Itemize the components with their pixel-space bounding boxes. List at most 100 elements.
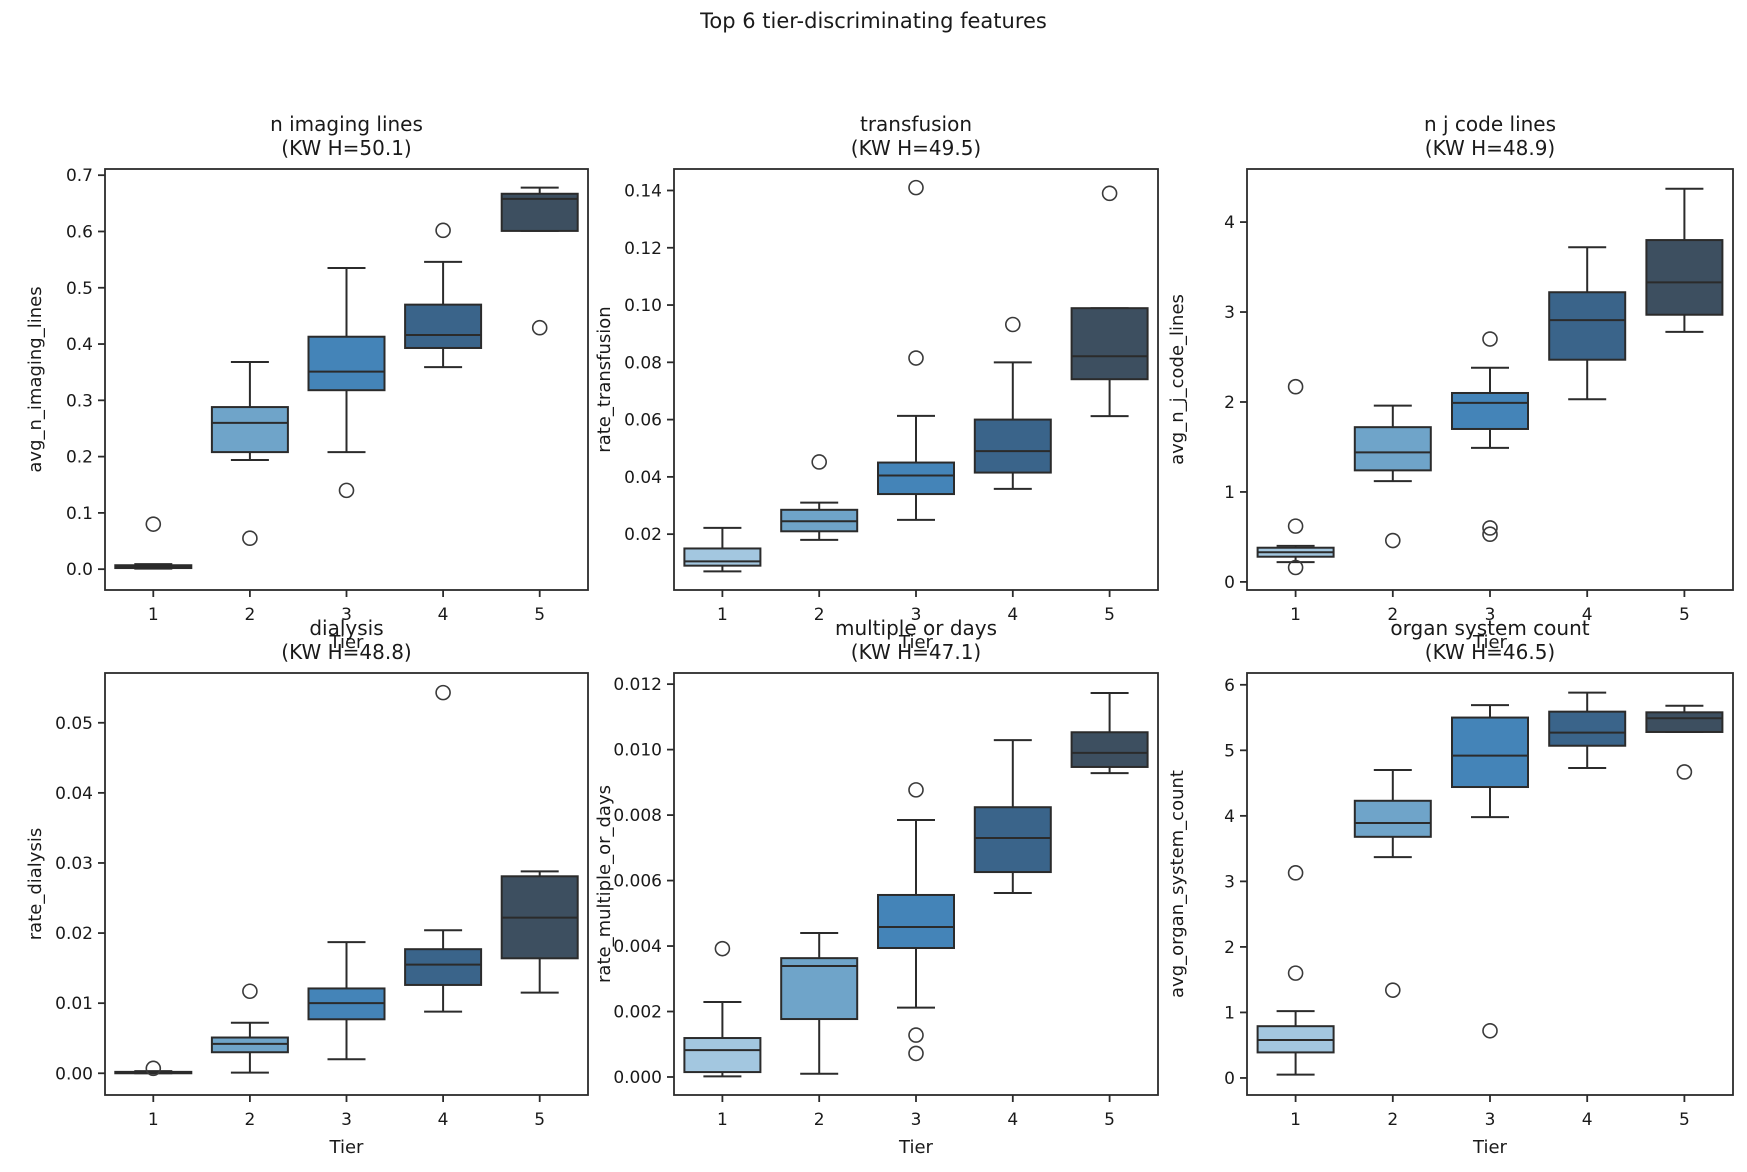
iqr-box [1070, 307, 1149, 381]
y-tick-label: 0.05 [55, 714, 93, 734]
subplot-subtitle: (KW H=47.1) [851, 640, 981, 664]
box-tier-4 [404, 684, 483, 1013]
y-tick-label: 0.012 [613, 675, 662, 695]
x-tick-label: 4 [438, 1110, 449, 1130]
outlier-point [1385, 532, 1401, 549]
y-tick-label: 0.7 [66, 166, 93, 186]
x-tick-label: 5 [534, 605, 545, 625]
y-axis-label: rate_multiple_or_days [594, 785, 615, 983]
x-tick-label: 3 [341, 1110, 352, 1130]
y-tick-label: 4 [1224, 807, 1235, 827]
x-tick-label: 5 [1679, 605, 1690, 625]
box-tier-3 [877, 782, 955, 1062]
box-tier-3 [877, 179, 955, 521]
box-tier-3 [307, 941, 386, 1061]
outlier-point [1287, 965, 1304, 981]
y-tick-label: 0.12 [624, 239, 662, 259]
y-axis-label: rate_dialysis [25, 828, 46, 940]
outlier-point [908, 782, 924, 798]
y-tick-label: 0.02 [55, 924, 93, 944]
x-tick-label: 1 [1290, 605, 1301, 625]
subplot-transfusion: transfusion(KW H=49.5) 0.02 0.04 0.06 0.08 0.… [594, 112, 1159, 653]
outlier-point [908, 350, 924, 366]
outlier-point [811, 454, 828, 470]
y-tick-label: 0.000 [613, 1068, 662, 1088]
y-tick-label: 0.06 [624, 411, 662, 431]
subplot-title: organ system count [1390, 616, 1589, 640]
box-tier-4 [404, 222, 483, 369]
y-tick-label: 0.006 [613, 872, 662, 892]
box-tier-5 [1645, 704, 1724, 780]
box-tier-3 [1451, 704, 1529, 1039]
x-tick-label: 4 [1007, 605, 1018, 625]
box-tier-5 [1070, 185, 1149, 418]
box-tier-1 [683, 526, 762, 573]
x-tick-label: 1 [148, 1110, 159, 1130]
iqr-box [210, 1036, 289, 1054]
x-tick-label: 1 [1290, 1110, 1301, 1130]
box-tier-5 [1645, 187, 1724, 333]
outlier-point [1287, 518, 1304, 534]
y-tick-label: 0.01 [55, 994, 93, 1014]
outlier-point [1385, 982, 1401, 998]
outlier-point [1676, 764, 1693, 780]
outlier-point [242, 983, 258, 1000]
outlier-point [242, 530, 258, 547]
outlier-point [435, 684, 451, 701]
outlier-point [435, 222, 451, 239]
x-axis-label: Tier [898, 632, 934, 653]
outlier-point [1287, 559, 1304, 576]
outlier-point [531, 319, 548, 336]
y-tick-label: 5 [1224, 741, 1235, 761]
x-tick-label: 2 [244, 1110, 255, 1130]
x-tick-label: 1 [717, 1110, 728, 1130]
outlier-point [908, 179, 924, 196]
y-tick-label: 1 [1224, 1003, 1235, 1023]
iqr-box [1451, 391, 1529, 430]
iqr-box [500, 192, 579, 232]
box-tier-5 [500, 870, 579, 994]
y-axis-label: rate_transfusion [594, 306, 615, 452]
subplot-multiple-or-days: multiple or days(KW H=47.1) 0.000 0.002 0.0… [594, 616, 1159, 1158]
subplot-subtitle: (KW H=49.5) [851, 136, 981, 160]
iqr-box [1548, 710, 1627, 747]
iqr-box [404, 948, 483, 986]
box-tier-4 [973, 316, 1052, 490]
iqr-box [1645, 711, 1724, 733]
box-tier-3 [307, 267, 386, 499]
y-tick-label: 0.2 [66, 448, 93, 468]
box-tier-4 [1548, 691, 1627, 770]
y-tick-label: 0.6 [66, 222, 93, 242]
x-tick-label: 5 [1104, 605, 1115, 625]
x-tick-label: 3 [911, 1110, 922, 1130]
subplot-organ-system-count: organ system count(KW H=46.5) 0 1 2 3 4 5 6 1 2 3 4… [1167, 616, 1734, 1158]
x-tick-label: 5 [1679, 1110, 1690, 1130]
y-tick-label: 0.04 [624, 468, 662, 488]
outlier-point [338, 482, 355, 499]
y-tick-label: 0.08 [624, 353, 662, 373]
iqr-box [1070, 731, 1149, 768]
iqr-box [877, 461, 955, 496]
outlier-point [908, 1045, 924, 1062]
y-tick-label: 0.03 [55, 854, 93, 874]
subplot-dialysis: dialysis(KW H=48.8) 0.00 0.01 0.02 0.03 0.04 0… [25, 616, 589, 1158]
box-tier-2 [1353, 768, 1432, 998]
iqr-box [1451, 716, 1529, 789]
y-tick-label: 6 [1224, 676, 1235, 696]
outlier-point [145, 516, 162, 532]
x-tick-label: 1 [148, 605, 159, 625]
y-tick-label: 0.4 [66, 335, 93, 355]
x-tick-label: 5 [534, 1110, 545, 1130]
x-axis-label: Tier [329, 1137, 365, 1158]
x-tick-label: 4 [438, 605, 449, 625]
box-tier-2 [210, 983, 289, 1074]
y-tick-label: 2 [1224, 938, 1235, 958]
x-tick-label: 3 [341, 605, 352, 625]
outlier-point [1482, 526, 1498, 543]
x-axis-label: Tier [1472, 632, 1508, 653]
x-tick-label: 2 [814, 1110, 825, 1130]
y-axis-label: avg_organ_system_count [1167, 770, 1188, 998]
y-tick-label: 0.3 [66, 391, 93, 411]
